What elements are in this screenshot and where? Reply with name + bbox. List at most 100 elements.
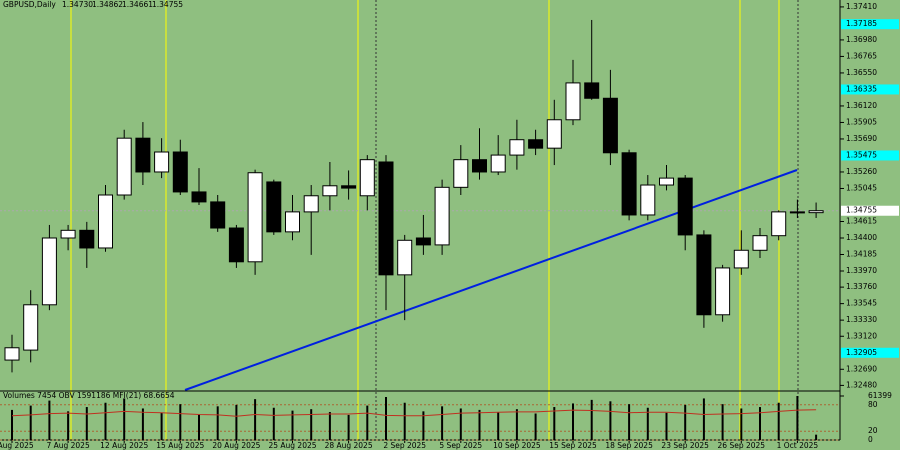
candle-body	[116, 137, 132, 196]
mfi-tick-label: 80	[868, 400, 878, 409]
candle-body	[135, 137, 151, 173]
candle-body	[640, 184, 656, 216]
x-tick-label: 23 Sep 2025	[661, 441, 709, 450]
candle-body	[733, 249, 749, 269]
candle-body	[266, 181, 282, 233]
candle-body	[752, 235, 768, 251]
candle-body	[247, 172, 263, 263]
level-box	[841, 150, 899, 161]
x-tick-label: 28 Aug 2025	[325, 441, 373, 450]
y-tick-label: 1.32480	[846, 380, 877, 389]
mfi-line	[11, 409, 817, 417]
y-tick-label: 1.32690	[846, 364, 877, 373]
candle-body	[397, 239, 413, 276]
candle-body	[41, 237, 57, 306]
level-box	[841, 84, 899, 95]
candle-body	[677, 177, 693, 236]
candle-body	[434, 186, 450, 246]
level-label: 1.32905	[846, 348, 877, 357]
candle-body	[808, 210, 824, 214]
y-tick-label: 1.35045	[846, 183, 877, 192]
mfi-tick-label: 0	[868, 435, 873, 444]
volume-tick-label: 61399	[868, 391, 892, 400]
y-tick-label: 1.35690	[846, 134, 877, 143]
x-tick-label: 26 Sep 2025	[718, 441, 766, 450]
candle-body	[378, 161, 394, 276]
indicator-title: Volumes 7454 OBV 1591186 MFI(21) 68.6654	[3, 391, 175, 400]
candle-body	[472, 159, 487, 173]
candle-body	[4, 347, 20, 361]
y-tick-label: 1.36120	[846, 101, 877, 110]
x-tick-label: 2 Sep 2025	[383, 441, 426, 450]
level-label: 1.36335	[846, 84, 877, 93]
candle-body	[359, 159, 375, 197]
candle-body	[602, 97, 618, 154]
y-tick-label: 1.35260	[846, 167, 877, 176]
candle-body	[415, 237, 431, 246]
x-tick-label: 18 Sep 2025	[605, 441, 653, 450]
candle-body	[191, 191, 207, 203]
candle-body	[98, 194, 113, 249]
mfi-tick-label: 20	[868, 426, 878, 435]
candle-body	[285, 211, 300, 233]
y-tick-label: 1.36980	[846, 35, 877, 44]
header-value: 1.34661	[122, 0, 153, 9]
x-tick-label: 4 Aug 2025	[0, 441, 34, 450]
current-price-label: 1.34755	[846, 206, 877, 215]
candle-body	[453, 159, 469, 188]
y-tick-label: 1.33120	[846, 331, 877, 340]
trend-line	[184, 169, 798, 391]
y-tick-label: 1.36550	[846, 68, 877, 77]
candle-body	[659, 177, 674, 186]
level-box	[841, 19, 899, 30]
candle-body	[546, 119, 562, 149]
candle-body	[509, 139, 525, 156]
y-tick-label: 1.33970	[846, 266, 877, 275]
x-tick-label: 1 Oct 2025	[777, 441, 819, 450]
y-tick-label: 1.35905	[846, 117, 877, 126]
candle-body	[228, 227, 244, 263]
candle-body	[696, 234, 712, 316]
candle-body	[322, 185, 338, 197]
y-tick-label: 1.34400	[846, 233, 877, 242]
candle-body	[23, 304, 39, 351]
candle-body	[303, 195, 319, 213]
header-value: 1.34730	[62, 0, 93, 9]
candle-body	[715, 267, 731, 316]
y-tick-label: 1.36765	[846, 51, 877, 60]
y-tick-label: 1.33760	[846, 282, 877, 291]
x-tick-label: 20 Aug 2025	[212, 441, 260, 450]
candle-body	[565, 82, 581, 121]
current-price-box	[841, 205, 899, 216]
candle-body	[341, 185, 357, 189]
candle-body	[771, 211, 787, 237]
x-tick-label: 7 Aug 2025	[46, 441, 89, 450]
y-tick-label: 1.37410	[846, 2, 877, 11]
candle-body	[210, 201, 226, 229]
x-tick-label: 15 Sep 2025	[549, 441, 597, 450]
x-tick-label: 10 Sep 2025	[493, 441, 541, 450]
candle-body	[789, 211, 805, 214]
candle-body	[172, 151, 188, 193]
header-value: 1.34862	[92, 0, 123, 9]
x-tick-label: 25 Aug 2025	[268, 441, 316, 450]
candle-body	[528, 139, 544, 149]
chart-title: GBPUSD,Daily	[3, 0, 56, 9]
header-value: 1.34755	[152, 0, 183, 9]
candle-body	[621, 152, 637, 216]
x-tick-label: 12 Aug 2025	[100, 441, 148, 450]
level-label: 1.37185	[846, 19, 877, 28]
y-tick-label: 1.33330	[846, 315, 877, 324]
level-label: 1.35475	[846, 150, 877, 159]
x-tick-label: 5 Sep 2025	[439, 441, 482, 450]
y-tick-label: 1.34185	[846, 249, 877, 258]
y-tick-label: 1.34615	[846, 216, 877, 225]
level-box	[841, 347, 899, 358]
candle-body	[154, 151, 170, 173]
candle-body	[60, 229, 76, 239]
candle-body	[584, 82, 600, 99]
